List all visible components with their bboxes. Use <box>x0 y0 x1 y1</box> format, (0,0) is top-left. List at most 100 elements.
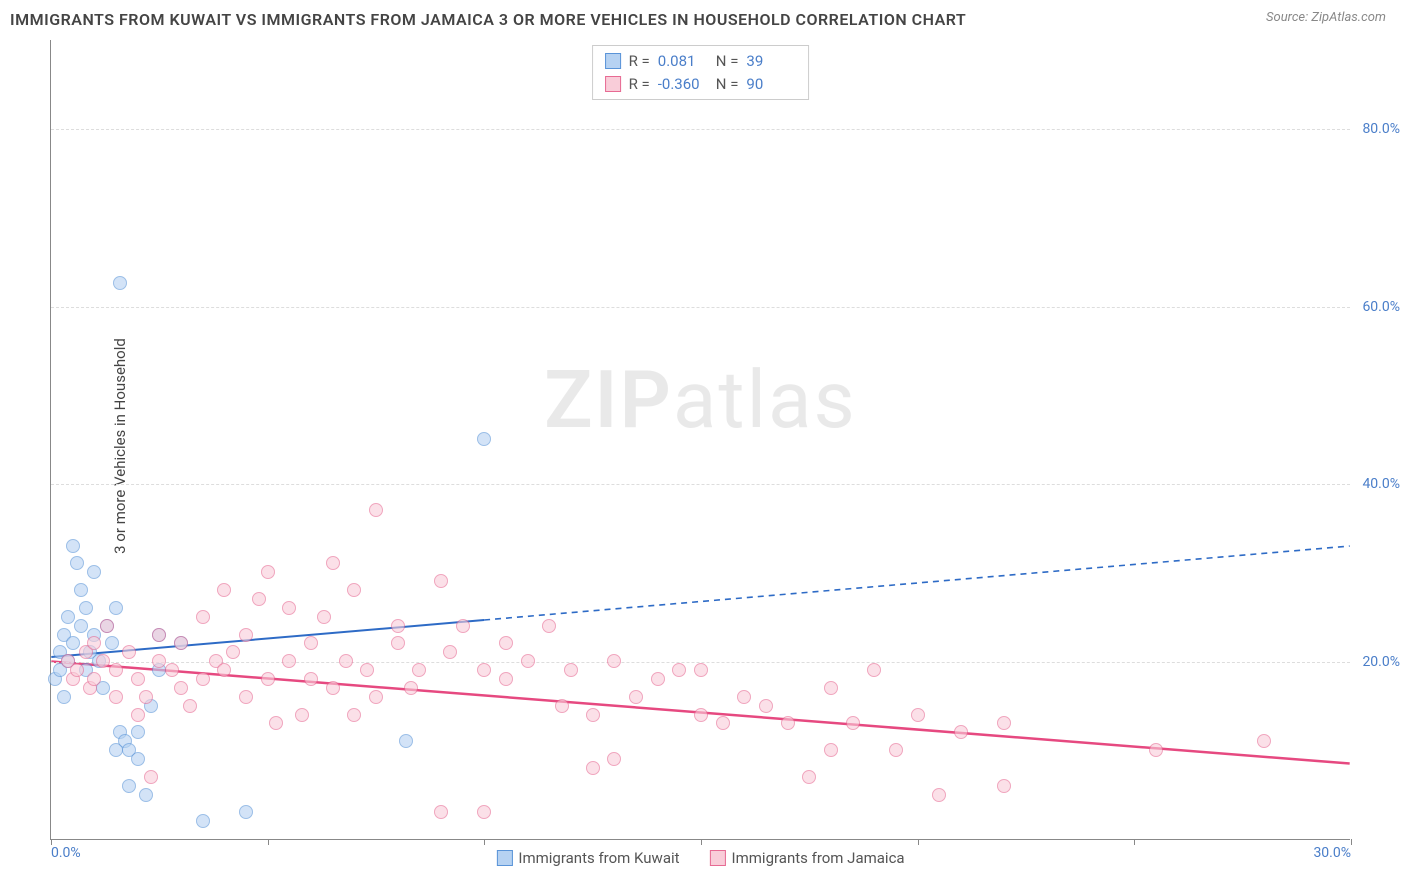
data-point <box>317 610 331 624</box>
data-point <box>131 672 145 686</box>
y-tick-label: 80.0% <box>1355 121 1400 137</box>
x-tick-mark <box>1134 839 1135 845</box>
data-point <box>304 636 318 650</box>
swatch-icon <box>710 850 726 866</box>
x-tick-mark <box>918 839 919 845</box>
data-point <box>716 716 730 730</box>
data-point <box>477 432 491 446</box>
data-point <box>109 601 123 615</box>
data-point <box>261 565 275 579</box>
source-label: Source: ZipAtlas.com <box>1266 10 1386 25</box>
data-point <box>295 708 309 722</box>
data-point <box>239 690 253 704</box>
data-point <box>443 645 457 659</box>
data-point <box>694 708 708 722</box>
n-label: N = <box>716 73 739 96</box>
series-label: Immigrants from Jamaica <box>732 849 905 867</box>
data-point <box>997 779 1011 793</box>
data-point <box>521 654 535 668</box>
data-point <box>282 601 296 615</box>
data-point <box>196 610 210 624</box>
swatch-icon <box>605 53 621 69</box>
data-point <box>165 663 179 677</box>
legend-series: Immigrants from Kuwait Immigrants from Ja… <box>496 849 904 867</box>
data-point <box>477 805 491 819</box>
x-tick-label: 0.0% <box>51 845 81 861</box>
data-point <box>564 663 578 677</box>
data-point <box>105 636 119 650</box>
data-point <box>339 654 353 668</box>
data-point <box>66 539 80 553</box>
data-point <box>672 663 686 677</box>
x-tick-mark <box>484 839 485 845</box>
data-point <box>96 654 110 668</box>
chart-title: IMMIGRANTS FROM KUWAIT VS IMMIGRANTS FRO… <box>10 10 966 29</box>
data-point <box>252 592 266 606</box>
data-point <box>139 788 153 802</box>
data-point <box>889 743 903 757</box>
data-point <box>586 761 600 775</box>
data-point <box>347 583 361 597</box>
data-point <box>824 743 838 757</box>
n-value: 90 <box>746 73 796 96</box>
data-point <box>61 610 75 624</box>
data-point <box>911 708 925 722</box>
data-point <box>226 645 240 659</box>
data-point <box>499 672 513 686</box>
y-tick-label: 20.0% <box>1355 654 1400 670</box>
data-point <box>1257 734 1271 748</box>
data-point <box>109 663 123 677</box>
data-point <box>404 681 418 695</box>
r-label: R = <box>629 73 650 96</box>
data-point <box>412 663 426 677</box>
data-point <box>326 681 340 695</box>
data-point <box>651 672 665 686</box>
legend-correlation: R = 0.081 N = 39R = -0.360 N = 90 <box>592 45 810 100</box>
n-label: N = <box>716 50 739 73</box>
data-point <box>131 725 145 739</box>
r-value: 0.081 <box>658 50 708 73</box>
data-point <box>183 699 197 713</box>
data-point <box>74 583 88 597</box>
data-point <box>399 734 413 748</box>
data-point <box>586 708 600 722</box>
data-point <box>87 636 101 650</box>
data-point <box>694 663 708 677</box>
data-point <box>391 619 405 633</box>
x-tick-mark <box>268 839 269 845</box>
data-point <box>629 690 643 704</box>
data-point <box>152 628 166 642</box>
data-point <box>434 805 448 819</box>
data-point <box>477 663 491 677</box>
y-tick-label: 40.0% <box>1355 476 1400 492</box>
x-tick-mark <box>1351 839 1352 845</box>
data-point <box>66 636 80 650</box>
data-point <box>174 636 188 650</box>
data-point <box>456 619 470 633</box>
data-point <box>113 276 127 290</box>
data-point <box>122 645 136 659</box>
data-point <box>70 556 84 570</box>
data-point <box>217 583 231 597</box>
data-point <box>369 690 383 704</box>
legend-item: Immigrants from Jamaica <box>710 849 905 867</box>
data-point <box>57 690 71 704</box>
data-point <box>781 716 795 730</box>
data-point <box>369 503 383 517</box>
r-value: -0.360 <box>658 73 708 96</box>
n-value: 39 <box>746 50 796 73</box>
data-point <box>867 663 881 677</box>
legend-row: R = -0.360 N = 90 <box>605 73 797 96</box>
x-tick-mark <box>701 839 702 845</box>
data-point <box>954 725 968 739</box>
data-point <box>269 716 283 730</box>
data-point <box>87 565 101 579</box>
data-point <box>360 663 374 677</box>
gridline <box>51 484 1350 485</box>
series-label: Immigrants from Kuwait <box>518 849 679 867</box>
data-point <box>239 805 253 819</box>
data-point <box>87 672 101 686</box>
data-point <box>79 601 93 615</box>
scatter-plot: ZIPatlas R =0.081N =39R =-0.360N =90 Imm… <box>50 40 1350 840</box>
data-point <box>759 699 773 713</box>
